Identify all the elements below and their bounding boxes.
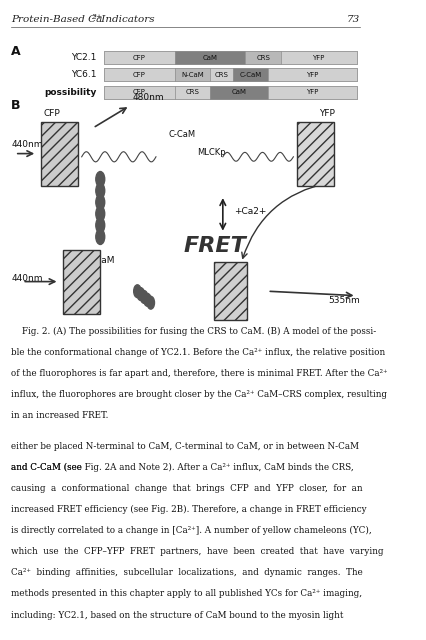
FancyBboxPatch shape <box>104 68 174 81</box>
Text: ble the conformational change of YC2.1. Before the Ca²⁺ influx, the relative pos: ble the conformational change of YC2.1. … <box>11 348 385 356</box>
Text: CRS: CRS <box>256 54 269 61</box>
Circle shape <box>133 285 141 298</box>
Circle shape <box>95 229 104 244</box>
FancyBboxPatch shape <box>174 51 245 64</box>
Text: YFP: YFP <box>318 109 334 118</box>
Text: 535nm: 535nm <box>328 296 360 305</box>
Text: 480nm: 480nm <box>132 93 164 102</box>
FancyBboxPatch shape <box>268 68 356 81</box>
Text: in an increased FRET.: in an increased FRET. <box>11 411 108 420</box>
Text: methods presented in this chapter apply to all published YCs for Ca²⁺ imaging,: methods presented in this chapter apply … <box>11 589 361 598</box>
Text: and C-CaM (see: and C-CaM (see <box>11 463 85 472</box>
Text: CaM: CaM <box>231 89 246 95</box>
FancyBboxPatch shape <box>174 68 210 81</box>
Text: increased FRET efficiency (see Fig. 2B). Therefore, a change in FRET efficiency: increased FRET efficiency (see Fig. 2B).… <box>11 505 366 514</box>
FancyBboxPatch shape <box>210 68 232 81</box>
Text: possibility: possibility <box>44 88 96 97</box>
Text: 73: 73 <box>346 15 360 24</box>
Circle shape <box>95 172 104 187</box>
FancyBboxPatch shape <box>232 68 268 81</box>
Text: CFP: CFP <box>132 72 145 78</box>
Text: Fig. 2. (A) The possibilities for fusing the CRS to CaM. (B) A model of the poss: Fig. 2. (A) The possibilities for fusing… <box>11 326 375 335</box>
Circle shape <box>137 288 144 301</box>
Circle shape <box>95 206 104 221</box>
Text: B: B <box>11 99 20 112</box>
Text: YC2.1: YC2.1 <box>71 53 96 62</box>
Text: is directly correlated to a change in [Ca²⁺]. A number of yellow chameleons (YC): is directly correlated to a change in [C… <box>11 526 371 535</box>
FancyBboxPatch shape <box>104 51 356 64</box>
Text: CRS: CRS <box>185 89 199 95</box>
Text: of the fluorophores is far apart and, therefore, there is minimal FRET. After th: of the fluorophores is far apart and, th… <box>11 369 387 378</box>
Text: C-CaM: C-CaM <box>239 72 261 78</box>
Text: causing  a  conformational  change  that  brings  CFP  and  YFP  closer,  for  a: causing a conformational change that bri… <box>11 484 362 493</box>
Polygon shape <box>41 122 78 186</box>
Text: A: A <box>11 45 21 58</box>
Text: YFP: YFP <box>312 54 324 61</box>
Circle shape <box>144 293 151 307</box>
Text: CaM: CaM <box>202 54 217 61</box>
Polygon shape <box>63 250 100 314</box>
Text: C-CaM: C-CaM <box>168 130 195 139</box>
Text: Indicators: Indicators <box>98 15 155 24</box>
FancyBboxPatch shape <box>104 86 174 99</box>
Text: 440nm: 440nm <box>11 140 43 148</box>
Text: CFP: CFP <box>132 89 145 95</box>
Text: 2+: 2+ <box>91 13 102 21</box>
FancyBboxPatch shape <box>104 68 356 81</box>
FancyBboxPatch shape <box>104 51 174 64</box>
Circle shape <box>95 195 104 210</box>
Text: MLCKp: MLCKp <box>197 148 225 157</box>
Circle shape <box>140 291 147 303</box>
FancyBboxPatch shape <box>104 86 356 99</box>
FancyBboxPatch shape <box>268 86 356 99</box>
Text: YC6.1: YC6.1 <box>71 70 96 79</box>
Circle shape <box>95 183 104 198</box>
Text: YFP: YFP <box>305 89 318 95</box>
Text: either be placed N-terminal to CaM, C-terminal to CaM, or in between N-CaM: either be placed N-terminal to CaM, C-te… <box>11 442 358 451</box>
Text: including: YC2.1, based on the structure of CaM bound to the myosin light: including: YC2.1, based on the structure… <box>11 611 343 620</box>
Circle shape <box>95 218 104 233</box>
Text: CFP: CFP <box>43 109 60 118</box>
Text: +Ca2+: +Ca2+ <box>233 207 266 216</box>
Text: Ca²⁺  binding  affinities,  subcellular  localizations,  and  dynamic  ranges.  : Ca²⁺ binding affinities, subcellular loc… <box>11 568 362 577</box>
Polygon shape <box>296 122 334 186</box>
FancyBboxPatch shape <box>174 86 210 99</box>
Text: 440nm: 440nm <box>11 274 43 283</box>
Text: N-CaM: N-CaM <box>85 256 115 265</box>
FancyBboxPatch shape <box>280 51 356 64</box>
Text: which  use  the  CFP–YFP  FRET  partners,  have  been  created  that  have  vary: which use the CFP–YFP FRET partners, hav… <box>11 547 383 556</box>
Text: CFP: CFP <box>132 54 145 61</box>
Text: YFP: YFP <box>305 72 318 78</box>
Text: N-CaM: N-CaM <box>181 72 203 78</box>
Text: influx, the fluorophores are brought closer by the Ca²⁺ CaM–CRS complex, resulti: influx, the fluorophores are brought clo… <box>11 390 386 399</box>
Text: FRET: FRET <box>184 236 246 257</box>
Circle shape <box>147 296 154 309</box>
FancyBboxPatch shape <box>210 86 268 99</box>
FancyBboxPatch shape <box>245 51 280 64</box>
Text: Protein-Based Ca: Protein-Based Ca <box>11 15 102 24</box>
Polygon shape <box>213 262 246 320</box>
Text: CRS: CRS <box>214 72 228 78</box>
Text: and C-CaM (see Fig. 2A and Note 2). After a Ca²⁺ influx, CaM binds the CRS,: and C-CaM (see Fig. 2A and Note 2). Afte… <box>11 463 353 472</box>
